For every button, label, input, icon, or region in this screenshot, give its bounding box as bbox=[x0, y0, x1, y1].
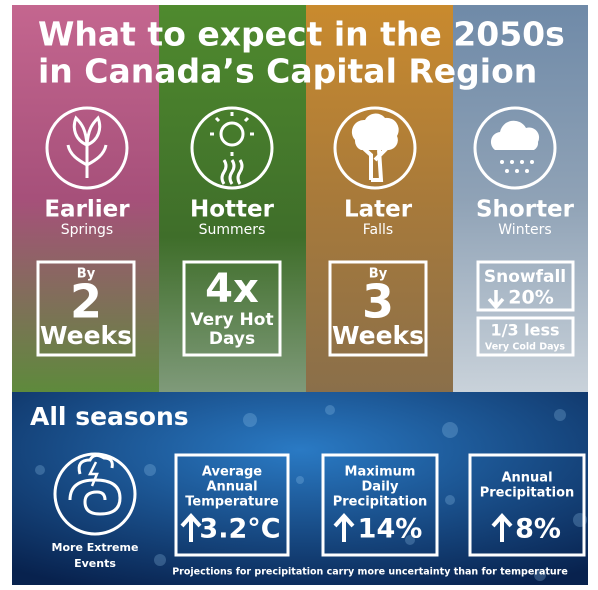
box-text: Daily bbox=[362, 480, 399, 495]
extreme-icon bbox=[53, 452, 137, 536]
box-value: 14% bbox=[358, 514, 423, 545]
box-value: 2 bbox=[70, 275, 102, 329]
box-text: Precipitation bbox=[333, 495, 428, 510]
box-text: By bbox=[77, 267, 96, 282]
heading: Later bbox=[344, 197, 413, 223]
title: in Canada’s Capital Region bbox=[38, 52, 537, 91]
box-text: Average bbox=[202, 465, 262, 480]
subheading: Falls bbox=[363, 222, 393, 238]
background bbox=[12, 5, 588, 585]
subheading: Summers bbox=[199, 222, 266, 238]
all-seasons-boxes: Average Annual Temperature 3.2°C Maximum… bbox=[174, 453, 586, 557]
box-text: Precipitation bbox=[480, 486, 575, 501]
title: What to expect in the 2050s bbox=[38, 15, 565, 54]
icon-label: Events bbox=[74, 557, 116, 570]
box-text: Maximum bbox=[345, 465, 416, 480]
box-text: Very Cold Days bbox=[485, 342, 566, 353]
box-value: 20% bbox=[508, 287, 553, 309]
box-text: Snowfall bbox=[484, 267, 566, 287]
box-text: Temperature bbox=[185, 495, 279, 510]
footnote: Projections for precipitation carry more… bbox=[172, 567, 568, 578]
box-value: 3 bbox=[362, 275, 394, 329]
box-text: 1/3 less bbox=[490, 321, 559, 340]
box-value: 4x bbox=[205, 266, 259, 312]
up-arrow bbox=[333, 513, 355, 542]
subheading: Winters bbox=[498, 222, 551, 238]
box-text: Annual bbox=[206, 480, 257, 495]
heading: Earlier bbox=[44, 197, 130, 223]
subheading: Springs bbox=[61, 222, 113, 238]
box-text: Weeks bbox=[40, 321, 132, 350]
heading: Hotter bbox=[190, 197, 275, 223]
heading: Shorter bbox=[476, 197, 575, 223]
box-text: Very Hot bbox=[190, 310, 273, 330]
box-text: Days bbox=[209, 329, 255, 349]
up-arrow bbox=[491, 513, 513, 542]
up-arrow bbox=[180, 513, 202, 542]
box-value: 8% bbox=[515, 514, 561, 545]
box-value: 3.2°C bbox=[199, 514, 280, 545]
down-arrow bbox=[487, 290, 505, 310]
season-icons bbox=[45, 106, 557, 190]
section-title: All seasons bbox=[30, 402, 189, 431]
season-boxes: By 2 Weeks 4x Very Hot Days By 3 Weeks S… bbox=[36, 260, 575, 357]
box-text: Weeks bbox=[332, 321, 424, 350]
box-text: Annual bbox=[501, 471, 552, 486]
box-text: By bbox=[369, 267, 388, 282]
icon-label: More Extreme bbox=[52, 541, 139, 554]
season-headings: Earlier Springs Hotter Summers Later Fal… bbox=[44, 197, 574, 239]
